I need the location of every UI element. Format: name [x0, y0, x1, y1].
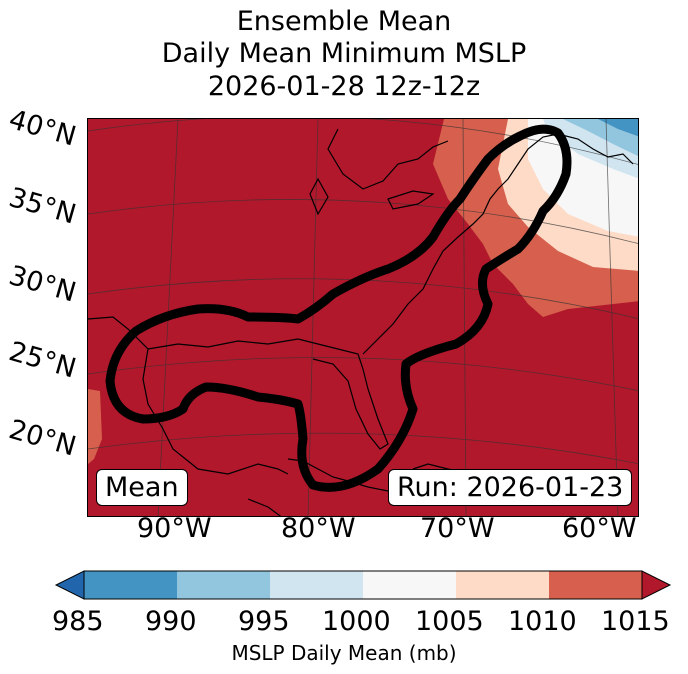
- colorbar-segment: [177, 571, 271, 599]
- colorbar-tick-1015: 1015: [601, 606, 670, 637]
- lat-label-20: 20°N: [5, 414, 80, 463]
- colorbar-segment: [456, 571, 550, 599]
- colorbar-tick-1000: 1000: [322, 606, 391, 637]
- lat-label-35: 35°N: [5, 182, 80, 231]
- lon-label-80w: 80°W: [281, 513, 356, 544]
- colorbar-segment: [84, 571, 178, 599]
- lat-label-25: 25°N: [5, 336, 80, 385]
- pressure-zone-985: [598, 119, 638, 137]
- colorbar-tick-1010: 1010: [508, 606, 577, 637]
- colorbar: [54, 570, 672, 600]
- colorbar-extend-low: [54, 570, 85, 600]
- coastlines: [88, 128, 634, 516]
- lon-label-70w: 70°W: [420, 513, 495, 544]
- mean-label: Mean: [96, 469, 188, 506]
- lat-label-30: 30°N: [5, 260, 80, 309]
- colorbar-extend-high: [641, 570, 672, 600]
- pressure-zone-west-patch: [88, 389, 102, 464]
- title-line-3: 2026-01-28 12z-12z: [207, 71, 481, 102]
- lon-label-90w: 90°W: [137, 513, 212, 544]
- colorbar-tick-985: 985: [52, 606, 104, 637]
- lon-label-60w: 60°W: [562, 513, 637, 544]
- colorbar-segment: [270, 571, 364, 599]
- colorbar-title: MSLP Daily Mean (mb): [231, 641, 457, 665]
- ensemble-contour: [105, 124, 572, 492]
- colorbar-segment: [549, 571, 643, 599]
- colorbar-tick-990: 990: [145, 606, 197, 637]
- colorbar-frame: [83, 570, 643, 600]
- title-line-1: Ensemble Mean: [236, 6, 452, 37]
- map-svg: [88, 119, 638, 516]
- run-label: Run: 2026-01-23: [388, 469, 633, 506]
- map-panel: Mean Run: 2026-01-23: [87, 118, 639, 517]
- colorbar-tick-1005: 1005: [415, 606, 484, 637]
- lat-label-40: 40°N: [5, 104, 80, 153]
- colorbar-segment: [363, 571, 457, 599]
- title-line-2: Daily Mean Minimum MSLP: [161, 38, 527, 69]
- colorbar-tick-995: 995: [238, 606, 290, 637]
